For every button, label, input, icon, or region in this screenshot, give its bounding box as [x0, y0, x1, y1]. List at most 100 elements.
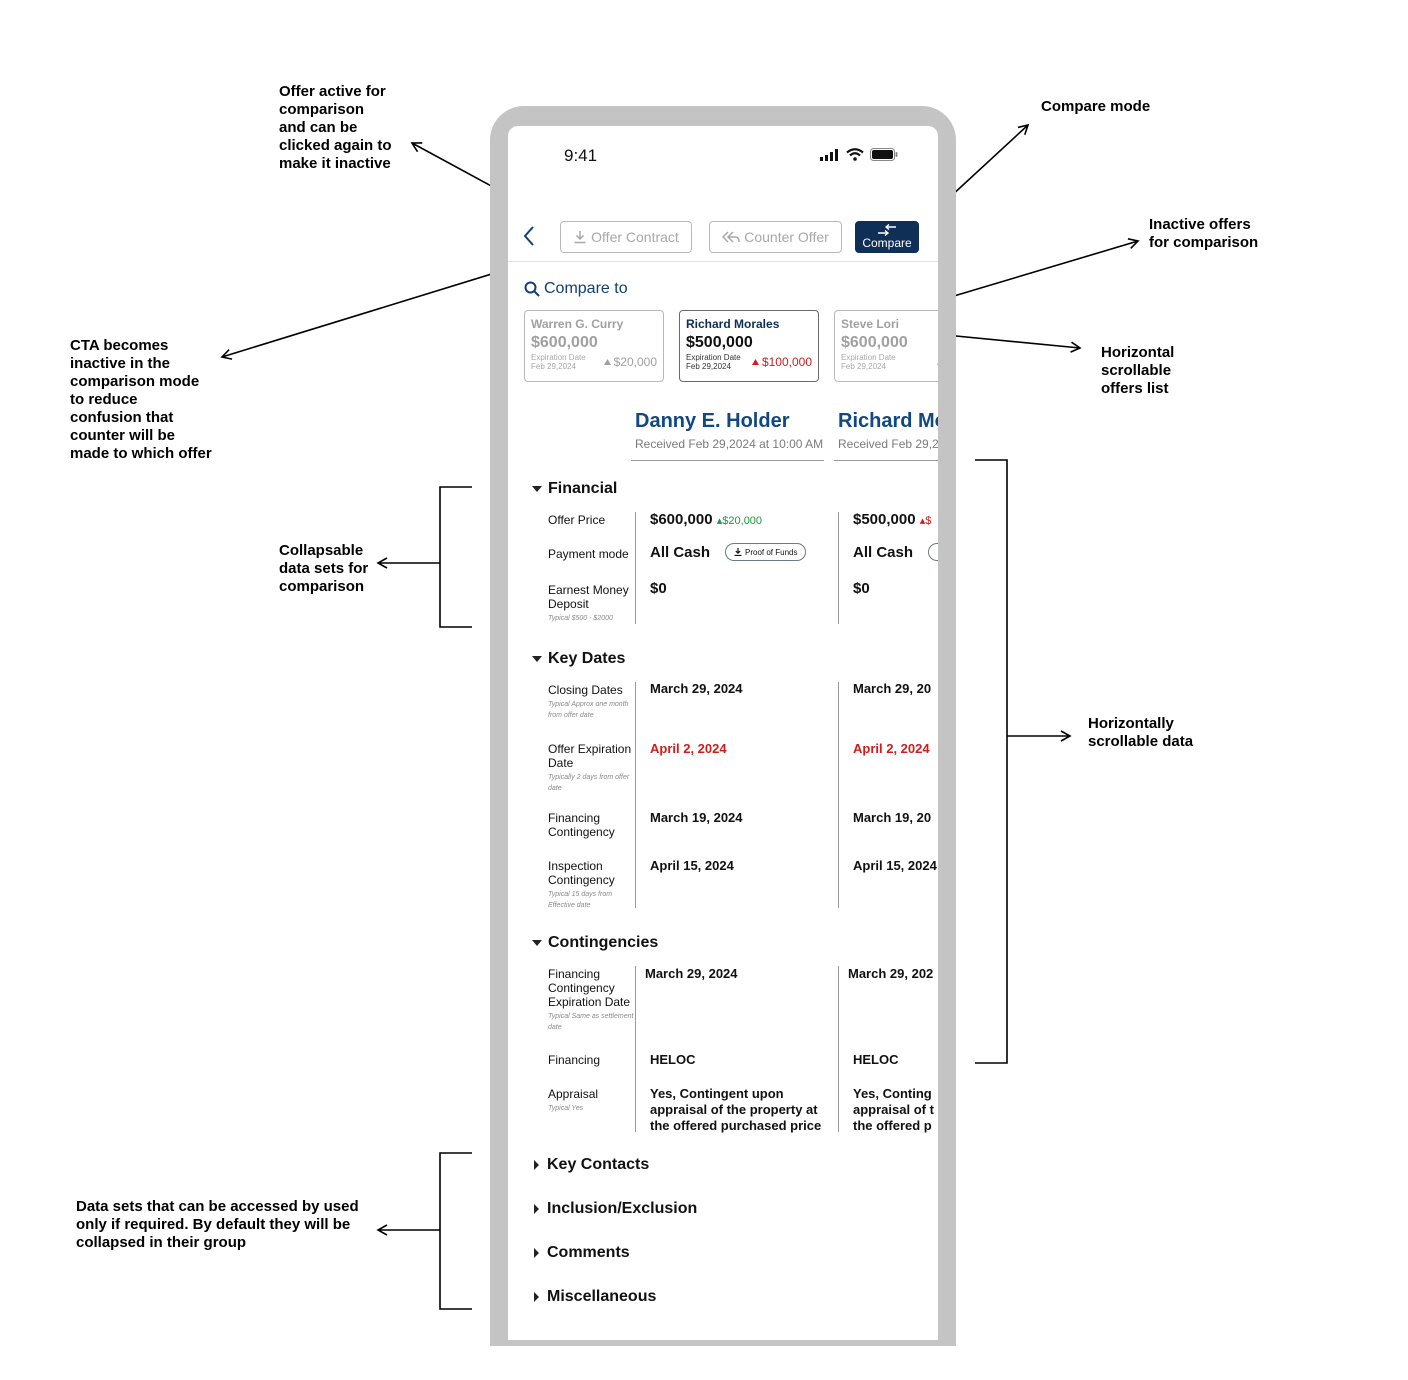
counter-offer-button[interactable]: Counter Offer	[709, 221, 842, 253]
note-offer-active: Offer active for comparison and can be c…	[279, 83, 392, 172]
column-header-2: Richard Mo Received Feb 29,2	[838, 410, 938, 451]
phone-screen: 9:41 Offer Contract	[508, 126, 938, 1340]
offer-diff: $20,000	[613, 355, 657, 369]
note-cta-inactive: CTA becomes inactive in the comparison m…	[70, 337, 212, 462]
offer-expiration-1: April 2, 2024	[650, 741, 727, 756]
offer-price: $600,000	[841, 334, 908, 351]
status-icons	[820, 148, 898, 161]
received-date: Received Feb 29,2024 at 10:00 AM	[635, 437, 824, 451]
triangle-up-icon	[603, 359, 611, 365]
expiration-date: Feb 29,2024	[686, 362, 731, 371]
download-icon	[734, 548, 742, 556]
expiration-label: Expiration Date	[841, 353, 896, 362]
swap-arrows-icon	[878, 224, 896, 236]
financing-value-2: HELOC	[853, 1052, 899, 1067]
expiration-date: Feb 29,2024	[531, 362, 576, 371]
signal-icon	[820, 148, 838, 161]
column-line	[838, 682, 839, 908]
buyer-name: Danny E. Holder	[635, 410, 790, 432]
closing-date-1: March 29, 2024	[650, 681, 743, 696]
section-title: Financial	[548, 480, 618, 497]
offer-card-richard[interactable]: Richard Morales $500,000 Expiration Date…	[679, 310, 819, 382]
compare-button[interactable]: Compare	[855, 221, 919, 253]
expiration-label: Expiration Date	[686, 353, 741, 362]
proof-of-funds-button-2[interactable]	[928, 543, 938, 561]
proof-of-funds-button[interactable]: Proof of Funds	[725, 543, 807, 561]
section-comments[interactable]: Comments	[532, 1244, 630, 1262]
earnest-money-label: Earnest Money Deposit Typical $500 - $20…	[548, 583, 636, 624]
column-line	[635, 682, 636, 908]
section-key-contacts[interactable]: Key Contacts	[532, 1156, 649, 1174]
section-title: Inclusion/Exclusion	[547, 1200, 698, 1217]
note-horizontal-data: Horizontally scrollable data	[1088, 715, 1194, 750]
closing-dates-label: Closing Dates Typical Approx one month f…	[548, 683, 636, 721]
closing-dates-hint: Typical Approx one month from offer date	[548, 701, 629, 719]
appraisal-hint: Typical Yes	[548, 1105, 584, 1112]
caret-right-icon	[534, 1248, 539, 1258]
financing-expiration-hint: Typical Same as settlement date	[548, 1013, 634, 1031]
caret-right-icon	[534, 1204, 539, 1214]
offer-price: $600,000	[531, 334, 598, 351]
earnest-money-hint: Typical $500 - $2000	[548, 615, 613, 622]
proof-of-funds-label: Proof of Funds	[745, 547, 798, 557]
caret-down-icon	[532, 486, 542, 492]
offer-contract-label: Offer Contract	[591, 229, 679, 245]
caret-right-icon	[534, 1292, 539, 1302]
financing-label: Financing	[548, 1053, 601, 1067]
offer-price: $500,000	[686, 334, 753, 351]
inspection-contingency-1: April 15, 2024	[650, 858, 734, 873]
expiration-label: Expiration Date	[531, 353, 586, 362]
note-data-sets: Data sets that can be accessed by used o…	[76, 1198, 359, 1251]
earnest-value-1: $0	[650, 580, 667, 597]
section-title: Key Contacts	[547, 1156, 650, 1173]
triangle-up-icon	[936, 363, 938, 365]
buyer-name: Richard Mo	[838, 410, 938, 432]
back-button[interactable]	[522, 224, 542, 248]
triangle-up-icon	[751, 359, 759, 365]
note-compare-mode: Compare mode	[1041, 98, 1151, 115]
status-time: 9:41	[564, 146, 598, 165]
financing-contingency-1: March 19, 2024	[650, 810, 743, 825]
offers-list[interactable]: Warren G. Curry $600,000 Expiration Date…	[524, 310, 938, 384]
offer-price-value-1: $600,000 ▴$20,000	[650, 511, 763, 528]
column-line	[838, 966, 839, 1132]
offer-expiration-2: April 2, 2024	[853, 741, 930, 756]
offer-expiration-label: Offer Expiration Date Typically 2 days f…	[548, 742, 636, 794]
earnest-value-2: $0	[853, 580, 870, 597]
section-key-dates[interactable]: Key Dates	[532, 650, 625, 668]
compare-label: Compare	[862, 236, 912, 250]
financing-value-1: HELOC	[650, 1052, 696, 1067]
appraisal-label: Appraisal Typical Yes	[548, 1087, 636, 1114]
offer-diff: $100,000	[761, 355, 812, 369]
offer-price-value-2: $500,000 ▴$	[853, 511, 932, 528]
section-title: Key Dates	[548, 650, 626, 667]
financing-expiration-label: Financing Contingency Expiration Date Ty…	[548, 967, 636, 1033]
column-line	[635, 966, 636, 1132]
offer-name: Warren G. Curry	[531, 317, 624, 331]
section-miscellaneous[interactable]: Miscellaneous	[532, 1288, 656, 1306]
offer-expiration-hint: Typically 2 days from offer date	[548, 774, 630, 792]
inspection-contingency-label: Inspection Contingency Typical 15 days f…	[548, 859, 636, 911]
counter-offer-label: Counter Offer	[744, 229, 829, 245]
section-title: Comments	[547, 1244, 630, 1261]
financing-expiration-1: March 29, 2024	[645, 966, 738, 981]
offer-card-warren[interactable]: Warren G. Curry $600,000 Expiration Date…	[524, 310, 664, 382]
note-inactive-offers: Inactive offers for comparison	[1149, 216, 1259, 251]
battery-icon	[870, 148, 898, 161]
section-contingencies[interactable]: Contingencies	[532, 934, 658, 952]
offer-card-steve[interactable]: Steve Lori $600,000 Expiration Date Feb 2…	[834, 310, 938, 382]
payment-mode-value-2: All Cash	[853, 544, 914, 561]
section-inclusion-exclusion[interactable]: Inclusion/Exclusion	[532, 1200, 697, 1218]
compare-to-label: Compare to	[544, 280, 628, 297]
appraisal-value-2: Yes, Conting appraisal of t the offered …	[853, 1086, 934, 1133]
compare-to-search[interactable]: Compare to	[524, 280, 628, 298]
caret-down-icon	[532, 656, 542, 662]
inspection-contingency-hint: Typical 15 days from Effective date	[548, 891, 613, 909]
caret-down-icon	[532, 940, 542, 946]
offer-contract-button[interactable]: Offer Contract	[560, 221, 692, 253]
payment-mode-value-1: All Cash	[650, 544, 711, 561]
offer-name: Steve Lori	[841, 317, 900, 331]
section-title: Contingencies	[548, 934, 659, 951]
financing-expiration-2: March 29, 202	[848, 966, 934, 981]
section-financial[interactable]: Financial	[532, 480, 617, 498]
